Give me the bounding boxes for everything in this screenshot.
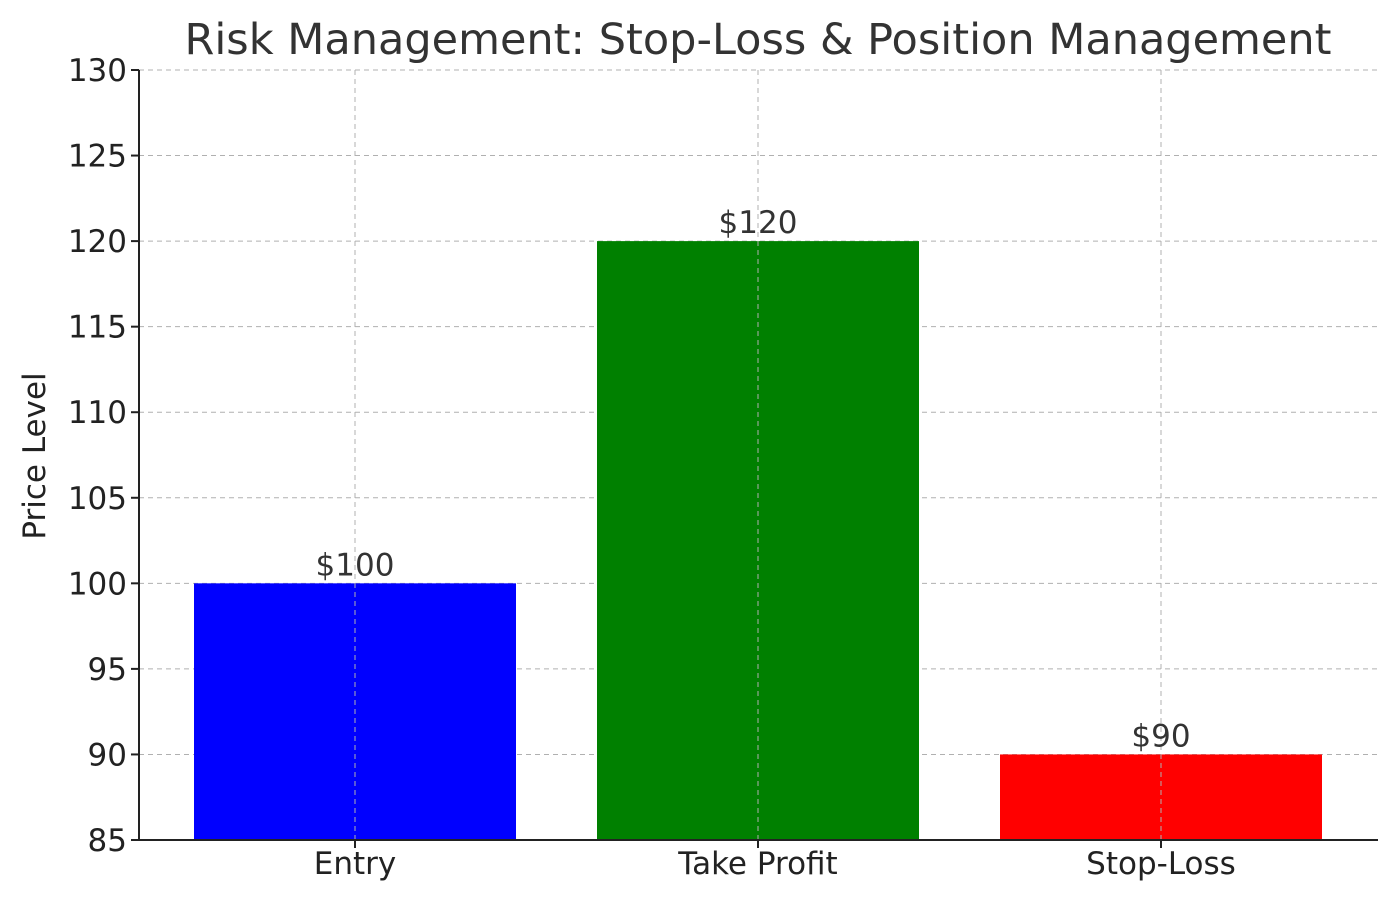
chart-title: Risk Management: Stop-Loss & Position Ma… [184,15,1331,65]
vertical-grid [354,70,1162,840]
data-label: $120 [719,205,798,241]
labels: 85 90 95 100 105 110 115 120 125 130 $100 Entry $120… [68,53,1236,882]
y-axis-label: Price Level [17,372,53,539]
y-tick-label: 130 [68,53,127,89]
y-tick-label: 120 [68,224,127,260]
y-tick-label: 125 [68,139,127,175]
axes [131,69,1378,848]
y-tick-label: 110 [68,395,127,431]
y-tick-label: 100 [68,566,127,602]
y-tick-label: 90 [88,737,127,773]
y-tick-label: 105 [68,481,127,517]
data-label: $90 [1131,718,1190,754]
y-tick-label: 115 [68,310,127,346]
bar-stop-loss [1000,754,1322,840]
x-tick-label: Take Profit [677,846,837,882]
y-tick-label: 85 [88,823,127,859]
data-label: $100 [316,547,395,583]
x-tick-label: Entry [314,846,396,882]
y-tick-label: 95 [88,652,127,688]
x-tick-label: Stop-Loss [1086,846,1236,882]
